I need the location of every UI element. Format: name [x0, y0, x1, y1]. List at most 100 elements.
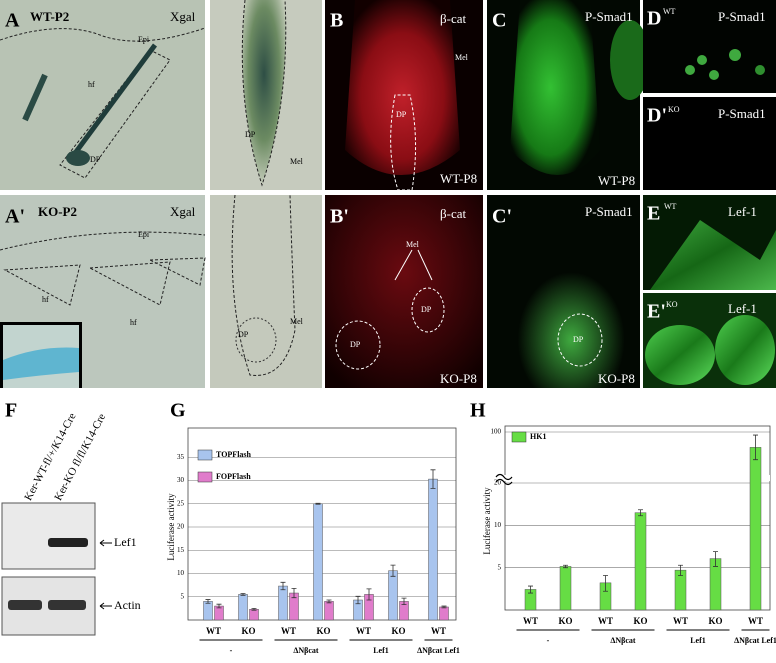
x-tick-label: WT: [431, 626, 446, 636]
panel-letter: G: [170, 400, 186, 422]
panel-letter: B: [330, 10, 343, 32]
x-tick-label: KO: [391, 626, 405, 636]
legend-label: FOPFlash: [216, 472, 251, 481]
panel-letter: A: [5, 10, 20, 32]
error-bar: [291, 587, 297, 599]
legend-swatch: [511, 431, 527, 443]
bar: [324, 601, 334, 621]
sample-label: WT-P2: [30, 9, 69, 24]
stain-label: P-Smad1: [718, 106, 766, 121]
region-label: DP: [421, 305, 432, 314]
panel-d: D WT P-Smad1: [643, 0, 776, 93]
stain-label: β-cat: [440, 206, 466, 221]
region-label: hf: [42, 295, 49, 304]
error-bar: [315, 502, 321, 505]
y-tick-label: 15: [177, 546, 185, 554]
sample-label: WT: [663, 7, 676, 16]
x-tick-label: WT: [206, 626, 221, 636]
panel-b-prime: B' β-cat Mel DP DP KO-P8: [325, 195, 483, 388]
legend-label: TOPFlash: [216, 450, 252, 459]
panel-e: E WT Lef-1: [643, 195, 776, 290]
legend-label: HK1: [530, 432, 546, 441]
bar: [238, 594, 248, 621]
stain-label: Xgal: [170, 204, 196, 219]
bar: [439, 606, 449, 621]
x-tick-label: WT: [673, 616, 688, 626]
region-label: DP: [573, 335, 584, 344]
x-tick-label: KO: [633, 616, 647, 626]
sample-label: KO-P8: [598, 371, 635, 386]
y-tick-label: 20: [177, 523, 185, 531]
sample-label: WT: [664, 202, 677, 211]
x-tick-label: KO: [316, 626, 330, 636]
error-bar: [678, 564, 683, 576]
y-tick-label: 5: [498, 563, 502, 571]
panel-letter: C': [492, 206, 512, 228]
region-label: DP: [245, 130, 256, 139]
x-tick-label: KO: [558, 616, 572, 626]
error-bar: [251, 607, 257, 611]
group-label: ΔNβcat Lef1: [417, 646, 460, 655]
sample-label: KO-P2: [38, 204, 77, 219]
western-blot: F Ker-WT-fl/+/K14-Cre Ker-KO fl/fl/K14-C…: [1, 400, 141, 636]
error-bar: [401, 597, 407, 606]
panel-a-prime-inset: DP Mel: [210, 194, 322, 388]
bar: [249, 609, 259, 621]
bar: [428, 478, 438, 621]
stain-label: P-Smad1: [718, 9, 766, 24]
x-tick-label: KO: [708, 616, 722, 626]
region-label: Mel: [406, 240, 420, 249]
bar: [559, 566, 572, 611]
region-label: Mel: [455, 53, 469, 62]
y-tick-label: 5: [181, 592, 185, 600]
group-label: Lef1: [373, 646, 389, 655]
x-tick-label: WT: [748, 616, 763, 626]
x-tick-label: WT: [523, 616, 538, 626]
sample-label: KO: [668, 105, 680, 114]
region-label: DP: [396, 110, 407, 119]
y-tick-label: 20: [494, 479, 502, 487]
bar: [674, 569, 687, 611]
y-axis-label: Luciferase activity: [482, 487, 492, 555]
panel-c-prime: C' P-Smad1 DP KO-P8: [487, 195, 640, 388]
charts: G Luciferase activity 5 10 15 20 25 30 35 TOPFlas…: [166, 400, 776, 655]
panel-letter: A': [5, 206, 25, 228]
axis-break-mark: [495, 473, 513, 486]
sample-label: KO: [666, 300, 678, 309]
group-label: ΔNβcat: [293, 646, 319, 655]
region-label: DP: [90, 155, 101, 164]
band-label: Actin: [114, 598, 141, 612]
legend-swatch: [197, 449, 213, 461]
stain-label: β-cat: [440, 11, 466, 26]
group-label: -: [230, 646, 233, 655]
y-tick-label: 25: [177, 499, 185, 507]
error-bar: [326, 599, 332, 604]
sample-label: WT-P8: [598, 173, 635, 188]
x-tick-label: WT: [281, 626, 296, 636]
region-label: Mel: [290, 317, 304, 326]
panel-b: B β-cat Mel DP WT-P8: [325, 0, 483, 191]
panel-letter: E': [647, 301, 666, 323]
panel-letter: B': [330, 206, 349, 228]
bar: [634, 512, 647, 611]
stain-label: Lef-1: [728, 301, 757, 316]
band-label: Lef1: [114, 535, 137, 549]
error-bar: [563, 564, 568, 569]
region-label: DP: [238, 330, 249, 339]
panel-d-prime: D' KO P-Smad1: [643, 97, 776, 190]
panel-c: C P-Smad1 WT-P8: [487, 0, 650, 190]
sample-label: KO-P8: [440, 371, 477, 386]
group-label: Lef1: [690, 636, 706, 645]
error-bar: [216, 603, 222, 609]
bar: [313, 503, 323, 621]
region-label: Mel: [290, 157, 304, 166]
group-label: ΔNβcat Lef1: [734, 636, 776, 645]
stain-label: P-Smad1: [585, 204, 633, 219]
sample-label: WT-P8: [440, 171, 477, 186]
error-bar: [603, 575, 608, 592]
y-tick-label: 10: [494, 521, 502, 529]
panel-letter: D': [647, 105, 667, 127]
region-label: DP: [350, 340, 361, 349]
x-tick-label: KO: [241, 626, 255, 636]
